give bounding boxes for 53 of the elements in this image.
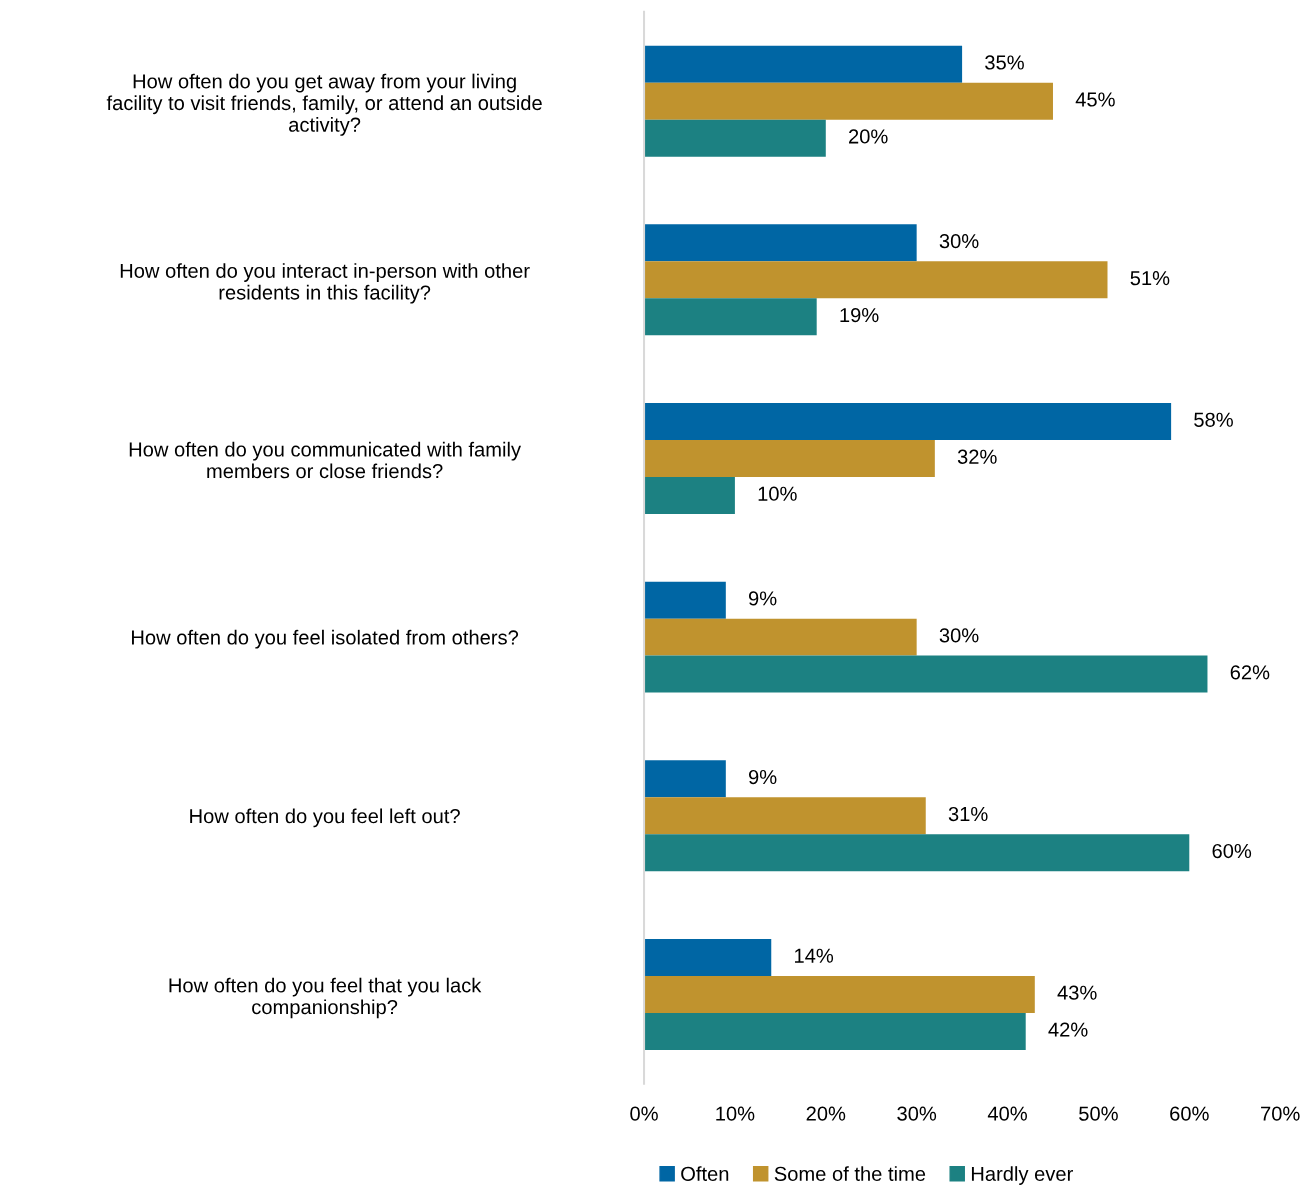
bar <box>644 975 1035 1013</box>
bar <box>644 298 817 336</box>
data-label: 14% <box>795 948 834 963</box>
bar <box>644 938 772 976</box>
data-label: 9% <box>748 769 777 785</box>
bar <box>644 618 917 656</box>
x-tick-label: 0% <box>630 1106 658 1121</box>
data-label: 45% <box>1075 92 1115 107</box>
bar <box>644 119 826 157</box>
bar <box>644 760 726 798</box>
y-tick-label: How often do you feel left out? <box>190 808 460 828</box>
data-label: 60% <box>1212 843 1252 859</box>
data-label: 31% <box>948 806 988 822</box>
bar <box>644 834 1190 872</box>
data-label: 9% <box>748 591 777 606</box>
data-label: 30% <box>939 628 979 643</box>
x-tick-label: 60% <box>1170 1106 1209 1121</box>
legend-label: Hardly ever <box>971 1166 1073 1185</box>
y-tick-label: How often do you interact in-person with other residents in this facility? <box>120 263 530 304</box>
bar <box>644 655 1208 693</box>
legend-label: Often <box>681 1166 729 1181</box>
bar <box>644 476 735 514</box>
x-tick-label: 30% <box>897 1106 937 1121</box>
bar <box>644 1012 1026 1050</box>
bar <box>644 439 935 477</box>
y-tick-label: How often do you get away from your living facility to visit friends, family, or attend an outside activity? <box>106 73 542 136</box>
bar <box>644 45 963 83</box>
data-label: 32% <box>957 449 997 464</box>
y-tick-label: How often do you communicated with family members or close friends? <box>129 441 521 479</box>
data-label: 30% <box>939 234 979 249</box>
data-label: 42% <box>1048 1022 1088 1037</box>
data-label: 19% <box>840 307 879 323</box>
bar <box>644 261 1108 299</box>
data-label: 62% <box>1230 665 1270 680</box>
data-label: 58% <box>1194 412 1233 427</box>
data-label: 51% <box>1130 271 1170 286</box>
bar <box>644 224 917 262</box>
x-tick-label: 70% <box>1261 1106 1300 1121</box>
x-tick-label: 40% <box>987 1106 1027 1121</box>
y-tick-label: How often do you feel isolated from others? <box>132 629 519 649</box>
x-tick-label: 20% <box>806 1106 846 1121</box>
x-tick-label: 50% <box>1079 1106 1118 1121</box>
y-tick-label: How often do you feel that you lack companionship? <box>169 977 482 1019</box>
bar <box>644 403 1172 440</box>
bar <box>644 581 726 619</box>
data-label: 10% <box>758 486 797 501</box>
legend-label: Some of the time <box>774 1166 926 1181</box>
bar <box>644 797 926 835</box>
data-label: 43% <box>1057 985 1097 1000</box>
bar <box>644 82 1053 120</box>
x-tick-label: 10% <box>716 1106 755 1121</box>
data-label: 20% <box>849 129 888 144</box>
data-label: 35% <box>985 55 1024 70</box>
